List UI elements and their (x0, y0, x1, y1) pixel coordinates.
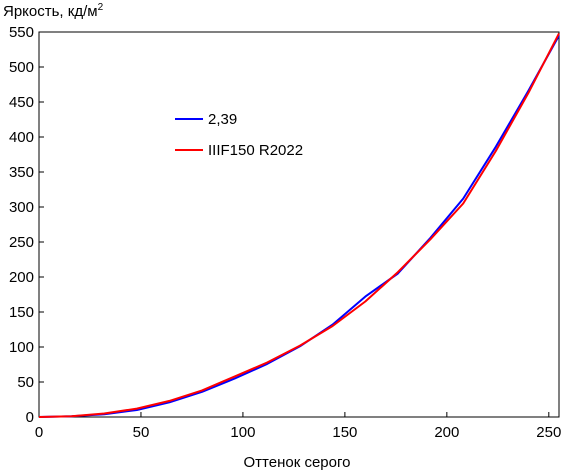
y-tick-label: 200 (9, 269, 34, 286)
x-tick-label: 250 (536, 424, 561, 441)
x-tick-label: 200 (434, 424, 459, 441)
x-axis-title: Оттенок серого (244, 454, 351, 470)
x-tick-label: 100 (230, 424, 255, 441)
y-axis-title-sup: 2 (98, 2, 104, 13)
legend: 2,39 IIIF150 R2022 (175, 111, 303, 159)
y-axis: 0 50 100 150 200 250 300 350 400 450 500 550 (9, 24, 44, 426)
x-tick-label: 0 (35, 424, 43, 441)
y-axis-title-text: Яркость, кд/м (3, 3, 98, 20)
series-lines (38, 32, 560, 418)
y-axis-title: Яркость, кд/м2 (3, 2, 104, 20)
y-tick-label: 100 (9, 339, 34, 356)
series-line-2 (38, 32, 560, 418)
y-tick-label: 400 (9, 129, 34, 146)
plot-area (38, 31, 560, 418)
y-tick-label: 250 (9, 234, 34, 251)
x-axis: 0 50 100 150 200 250 (35, 412, 561, 441)
y-tick-label: 450 (9, 94, 34, 111)
y-tick-label: 150 (9, 304, 34, 321)
legend-label-2: IIIF150 R2022 (208, 142, 303, 159)
legend-label-1: 2,39 (208, 111, 237, 128)
y-tick-label: 50 (17, 374, 34, 391)
series-line-1 (38, 35, 560, 418)
y-tick-label: 0 (26, 409, 34, 426)
y-tick-label: 350 (9, 164, 34, 181)
y-tick-label: 300 (9, 199, 34, 216)
x-tick-label: 150 (332, 424, 357, 441)
x-tick-label: 50 (133, 424, 150, 441)
y-tick-label: 550 (9, 24, 34, 41)
y-tick-label: 500 (9, 59, 34, 76)
